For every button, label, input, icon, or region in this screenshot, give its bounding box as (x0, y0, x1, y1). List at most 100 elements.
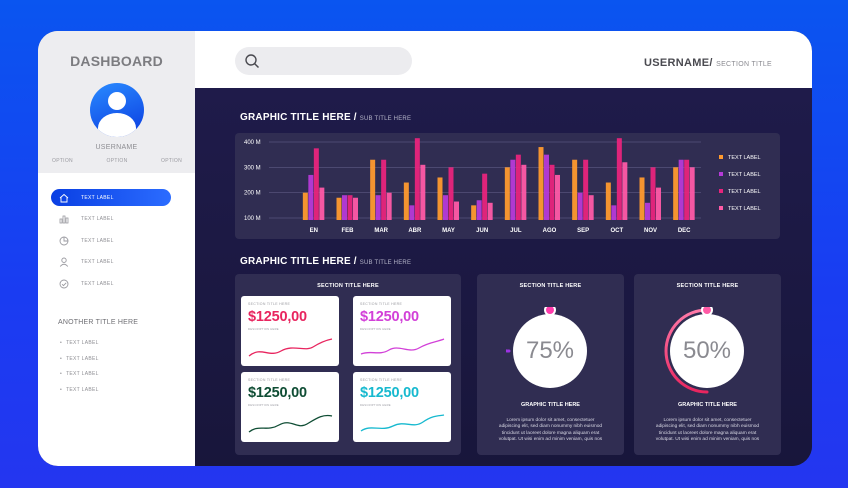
x-tick-label: JUN (476, 228, 488, 234)
option-link[interactable]: OPTION (106, 158, 128, 164)
bar (515, 154, 521, 220)
profile-panel: DASHBOARD USERNAME OPTION OPTION OPTION (38, 31, 195, 173)
bar (684, 159, 690, 220)
avatar[interactable] (90, 83, 144, 137)
bar (471, 205, 477, 220)
bar (616, 138, 622, 220)
panel-title: SECTION TITLE HERE (317, 283, 379, 289)
x-tick-label: DEC (678, 228, 691, 234)
header: USERNAME/ SECTION TITLE (195, 31, 812, 88)
bar (622, 162, 628, 220)
card-value: $1250,00 (248, 309, 307, 325)
sidebar-item-users[interactable]: TEXT LABEL (51, 254, 171, 271)
legend-swatch (719, 155, 723, 159)
legend-label: TEXT LABEL (728, 189, 761, 195)
bar (656, 187, 661, 220)
legend-swatch (719, 206, 723, 210)
header-title: USERNAME/ SECTION TITLE (644, 57, 772, 69)
card-description: DESCRIPTION HERE (360, 327, 391, 331)
bar-chart-icon (59, 214, 69, 224)
sidebar-item-label: TEXT LABEL (81, 216, 114, 222)
ring-label: GRAPHIC TITLE HERE (678, 402, 737, 408)
x-tick-label: AGO (543, 228, 557, 234)
bar (381, 159, 387, 220)
search-input[interactable] (235, 47, 412, 75)
x-tick-label: MAY (442, 228, 455, 234)
bar (504, 167, 510, 220)
bar-chart-panel: 400 M 300 M 200 M 100 M EN FEB MAR ABR MAY JUN JUL… (235, 133, 780, 239)
card-description: DESCRIPTION HERE (360, 403, 391, 407)
bar (313, 148, 319, 220)
sparkline (360, 338, 445, 355)
sparkline (360, 414, 445, 432)
bar (420, 164, 426, 220)
progress-value: 75% (525, 337, 575, 364)
bar (678, 159, 684, 220)
bar (403, 182, 409, 220)
bar (583, 159, 589, 220)
brand-title: DASHBOARD (70, 53, 163, 69)
panel-title: SECTION TITLE HERE (519, 283, 582, 289)
revenue-card[interactable]: SECTION TITLE HERE $1250,00 DESCRIPTION … (353, 372, 451, 442)
sidebar-item-label: TEXT LABEL (81, 280, 114, 287)
list-item[interactable]: TEXT LABEL (60, 371, 99, 377)
list-item[interactable]: TEXT LABEL (60, 340, 99, 346)
bullet-list: TEXT LABEL TEXT LABEL TEXT LABEL TEXT LA… (60, 340, 99, 402)
revenue-card[interactable]: SECTION TITLE HERE $1250,00 DESCRIPTION … (241, 296, 339, 366)
main-content: GRAPHIC TITLE HERE / SUB TITLE HERE 400 … (195, 88, 812, 466)
revenue-cards-panel: SECTION TITLE HERE SECTION TITLE HERE $1… (235, 274, 461, 455)
check-circle-icon (59, 279, 69, 289)
revenue-card[interactable]: SECTION TITLE HERE $1250,00 DESCRIPTION … (353, 296, 451, 366)
legend-swatch (719, 172, 723, 176)
progress-panel-75: SECTION TITLE HERE 75% GRAPHIC TITLE HER… (466, 267, 624, 455)
bar (336, 197, 342, 220)
y-tick-label: 400 M (244, 140, 261, 146)
bar (476, 200, 482, 220)
legend-label: TEXT LABEL (728, 172, 761, 178)
progress-arc (664, 308, 709, 394)
option-link[interactable]: OPTION (52, 158, 73, 164)
bar (482, 173, 488, 220)
graphic-subtitle: SUB TITLE HERE (359, 116, 412, 122)
ring-label: GRAPHIC TITLE HERE (521, 402, 580, 408)
pie-chart-icon (59, 236, 69, 246)
bar (437, 177, 443, 220)
x-tick-label: OCT (610, 228, 623, 234)
bar (308, 174, 314, 220)
y-tick-label: 100 M (244, 216, 261, 222)
bar (555, 174, 560, 220)
sidebar-item-home[interactable]: TEXT LABEL (51, 189, 171, 206)
bar (302, 192, 308, 220)
option-link[interactable]: OPTION (161, 158, 182, 164)
x-tick-label: ABR (408, 228, 422, 234)
graphic-title-text: GRAPHIC TITLE HERE / (240, 256, 357, 267)
user-icon (59, 257, 69, 267)
card-title: SECTION TITLE HERE (248, 378, 291, 382)
bar (386, 192, 392, 220)
profile-options: OPTION OPTION OPTION (52, 158, 182, 164)
legend-swatch (719, 189, 723, 193)
sidebar-item-tasks[interactable]: TEXT LABEL (51, 275, 171, 292)
sidebar-item-stats[interactable]: TEXT LABEL (51, 211, 171, 228)
card-title: SECTION TITLE HERE (360, 302, 403, 306)
bar (454, 201, 459, 220)
bar (673, 167, 679, 220)
legend-label: TEXT LABEL (728, 206, 761, 212)
bar (521, 164, 527, 220)
bar (689, 167, 695, 220)
sparkline (248, 414, 333, 433)
list-item[interactable]: TEXT LABEL (60, 356, 99, 362)
bar (538, 147, 544, 220)
list-item[interactable]: TEXT LABEL (60, 387, 99, 393)
panel-title: SECTION TITLE HERE (676, 283, 739, 289)
card-value: $1250,00 (360, 385, 419, 401)
search-icon (245, 54, 260, 69)
y-tick-label: 200 M (244, 191, 261, 197)
progress-value: 50% (682, 337, 732, 364)
graphic-subtitle: SUB TITLE HERE (359, 260, 412, 266)
header-username: USERNAME/ (644, 57, 713, 69)
sidebar-username: USERNAME (95, 144, 138, 151)
revenue-card[interactable]: SECTION TITLE HERE $1250,00 DESCRIPTION … (241, 372, 339, 442)
sidebar-item-reports[interactable]: TEXT LABEL (51, 232, 171, 249)
card-value: $1250,00 (360, 309, 419, 325)
